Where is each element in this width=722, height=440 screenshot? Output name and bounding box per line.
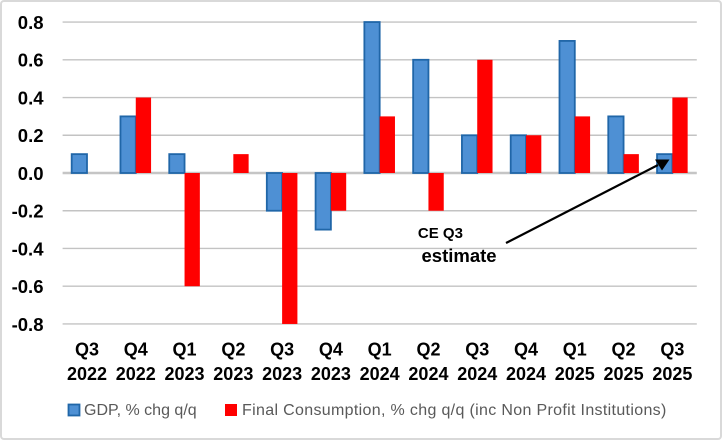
svg-text:Q2: Q2 (416, 340, 440, 360)
svg-text:2022: 2022 (67, 364, 107, 384)
svg-text:2025: 2025 (555, 364, 595, 384)
svg-text:Q1: Q1 (563, 340, 587, 360)
svg-text:CE Q3: CE Q3 (418, 225, 463, 242)
svg-text:Q4: Q4 (514, 340, 538, 360)
svg-text:-0.2: -0.2 (12, 201, 44, 222)
svg-text:Q4: Q4 (319, 340, 343, 360)
svg-text:2024: 2024 (408, 364, 448, 384)
svg-text:Q3: Q3 (465, 340, 489, 360)
svg-text:2024: 2024 (506, 364, 546, 384)
svg-text:2023: 2023 (311, 364, 351, 384)
svg-text:2022: 2022 (116, 364, 156, 384)
svg-text:Final Consumption, % chg q/q (: Final Consumption, % chg q/q (inc Non Pr… (242, 402, 667, 419)
svg-text:2023: 2023 (262, 364, 302, 384)
svg-text:Q4: Q4 (124, 340, 148, 360)
svg-text:Q3: Q3 (270, 340, 294, 360)
svg-text:-0.6: -0.6 (12, 276, 44, 297)
svg-text:2025: 2025 (652, 364, 692, 384)
svg-text:-0.8: -0.8 (12, 314, 44, 335)
svg-text:2024: 2024 (457, 364, 497, 384)
svg-text:0.0: 0.0 (18, 163, 44, 184)
svg-text:2023: 2023 (165, 364, 205, 384)
svg-text:Q2: Q2 (612, 340, 636, 360)
svg-text:2023: 2023 (213, 364, 253, 384)
svg-text:estimate: estimate (422, 245, 497, 266)
svg-text:Q1: Q1 (368, 340, 392, 360)
svg-text:0.4: 0.4 (18, 87, 44, 108)
svg-text:2025: 2025 (604, 364, 644, 384)
svg-text:2024: 2024 (360, 364, 400, 384)
svg-text:Q2: Q2 (221, 340, 245, 360)
svg-text:0.8: 0.8 (18, 12, 44, 33)
svg-text:Q3: Q3 (75, 340, 99, 360)
svg-text:Q3: Q3 (660, 340, 684, 360)
svg-text:0.6: 0.6 (18, 50, 44, 71)
svg-text:0.2: 0.2 (18, 125, 44, 146)
svg-text:Q1: Q1 (173, 340, 197, 360)
svg-text:GDP, % chg q/q: GDP, % chg q/q (84, 402, 197, 419)
svg-text:-0.4: -0.4 (12, 238, 45, 259)
